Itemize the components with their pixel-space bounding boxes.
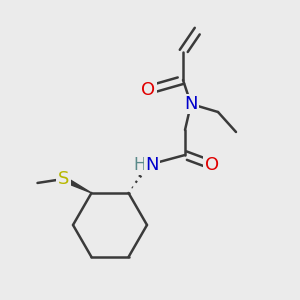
Text: S: S: [58, 170, 69, 188]
Text: O: O: [205, 156, 219, 174]
Text: N: N: [145, 156, 159, 174]
Polygon shape: [62, 176, 92, 193]
Text: N: N: [184, 95, 198, 113]
Text: H: H: [134, 156, 146, 174]
Text: O: O: [141, 81, 155, 99]
